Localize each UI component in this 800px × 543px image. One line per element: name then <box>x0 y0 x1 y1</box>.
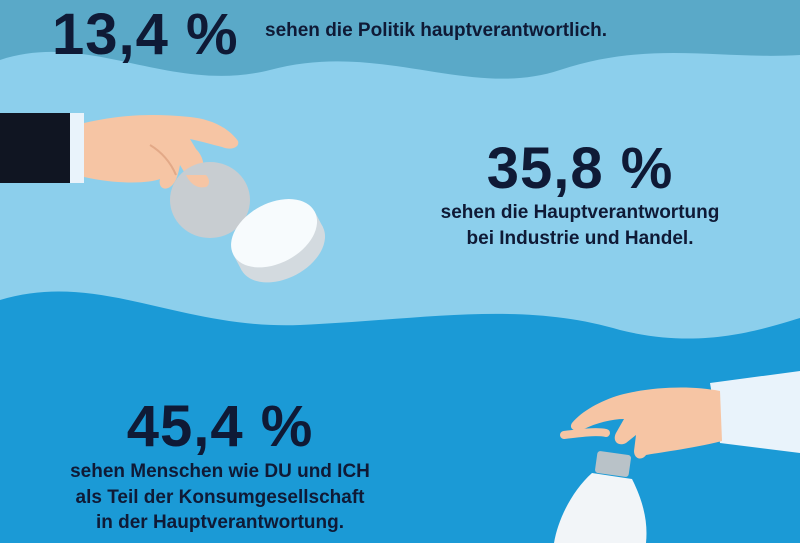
hand-holding-pill-icon <box>0 113 326 283</box>
stat-industrie-line-2: bei Industrie und Handel. <box>466 227 694 249</box>
stat-industrie-label: sehen die Hauptverantwortung bei Industr… <box>380 200 780 251</box>
stat-menschen-line-1: sehen Menschen wie DU und ICH <box>70 461 370 482</box>
stat-menschen-label: sehen Menschen wie DU und ICH als Teil d… <box>20 459 420 536</box>
stat-politik-label: sehen die Politik hauptverantwortlich. <box>265 20 608 41</box>
stat-menschen-line-2: als Teil der Konsumgesellschaft <box>75 486 365 508</box>
stat-menschen-line-3: in der Hauptverantwortung. <box>95 512 345 534</box>
stat-menschen-value: 45,4 % <box>126 394 314 459</box>
hand-holding-bottle-icon <box>554 371 800 543</box>
stat-politik-value: 13,4 % <box>52 2 239 67</box>
stat-industrie-value: 35,8 % <box>486 136 674 201</box>
stat-industrie-line-1: sehen die Hauptverantwortung <box>440 202 720 223</box>
